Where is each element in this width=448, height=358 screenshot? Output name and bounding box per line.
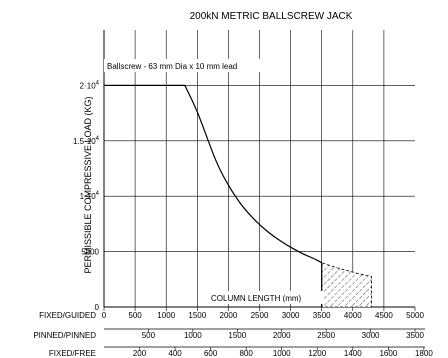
x-tick-label: 3500	[313, 311, 331, 320]
x-tick-label: 4000	[344, 311, 362, 320]
x-axes: 0 500 1000 1500 2000 2500 3000 3500 4000 4500 5000…	[33, 307, 433, 358]
y-tick-label: 2·104	[80, 80, 100, 90]
x-axis-fixed-guided: 0 500 1000 1500 2000 2500 3000 3500 4000 4500 5000…	[39, 307, 424, 320]
x-axis-label-background	[206, 291, 324, 304]
x-tick-label: 3500	[406, 331, 424, 340]
chart-title: 200kN METRIC BALLSCREW JACK	[190, 11, 353, 22]
x-tick-label: 1000	[157, 311, 175, 320]
x-tick-label: 1200	[308, 349, 326, 358]
x-tick-label: 2000	[220, 311, 238, 320]
x-tick-label: 0	[102, 311, 107, 320]
annotation-background	[104, 59, 270, 72]
x-tick-label: 2500	[251, 311, 269, 320]
x-tick-label: 4500	[375, 311, 393, 320]
x-tick-label: 200	[133, 349, 147, 358]
hatched-region	[321, 262, 372, 308]
x-tick-label: 500	[142, 331, 156, 340]
x-axis-name: PINNED/PINNED	[33, 331, 96, 340]
x-axis-name: FIXED/FREE	[49, 349, 96, 358]
y-tick-label: 1·104	[80, 191, 100, 201]
x-tick-label: 1000	[273, 349, 291, 358]
x-tick-label: 1500	[188, 311, 206, 320]
x-tick-label: 1600	[379, 349, 397, 358]
x-axis-name: FIXED/GUIDED	[39, 311, 96, 320]
ballscrew-annotation: Ballscrew - 63 mm Dia x 10 mm lead	[107, 62, 237, 71]
x-tick-label: 5000	[406, 311, 424, 320]
x-axis-fixed-free: 200 400 600 800 1000 1200 1400 1600 1800 FIXED/FR…	[49, 346, 433, 358]
y-tick-label: 0	[95, 303, 100, 312]
x-tick-label: 400	[168, 349, 182, 358]
y-axis-label: PERMISSIBLE COMPRESSIVE LOAD (KG)	[83, 96, 93, 273]
x-tick-label: 500	[128, 311, 142, 320]
x-axis-label: COLUMN LENGTH (mm)	[211, 294, 302, 303]
y-tick-label: 1.5·104	[73, 136, 100, 146]
x-tick-label: 2500	[317, 331, 335, 340]
x-tick-label: 2000	[273, 331, 291, 340]
y-tick-label: 5000	[81, 248, 99, 257]
x-tick-label: 800	[239, 349, 253, 358]
x-tick-label: 3000	[362, 331, 380, 340]
x-tick-label: 3000	[282, 311, 300, 320]
y-tick-labels: 0 5000 1·104 1.5·104 2·104	[73, 80, 100, 312]
x-tick-label: 600	[204, 349, 218, 358]
x-tick-label: 1500	[228, 331, 246, 340]
x-tick-label: 1000	[184, 331, 202, 340]
x-tick-label: 1800	[415, 349, 433, 358]
x-axis-pinned-pinned: 5001000150020002500300035004000PINNED/PI…	[33, 328, 425, 340]
hatched-region-layer	[321, 262, 372, 308]
series-line	[104, 84, 323, 264]
x-tick-label: 1400	[344, 349, 362, 358]
